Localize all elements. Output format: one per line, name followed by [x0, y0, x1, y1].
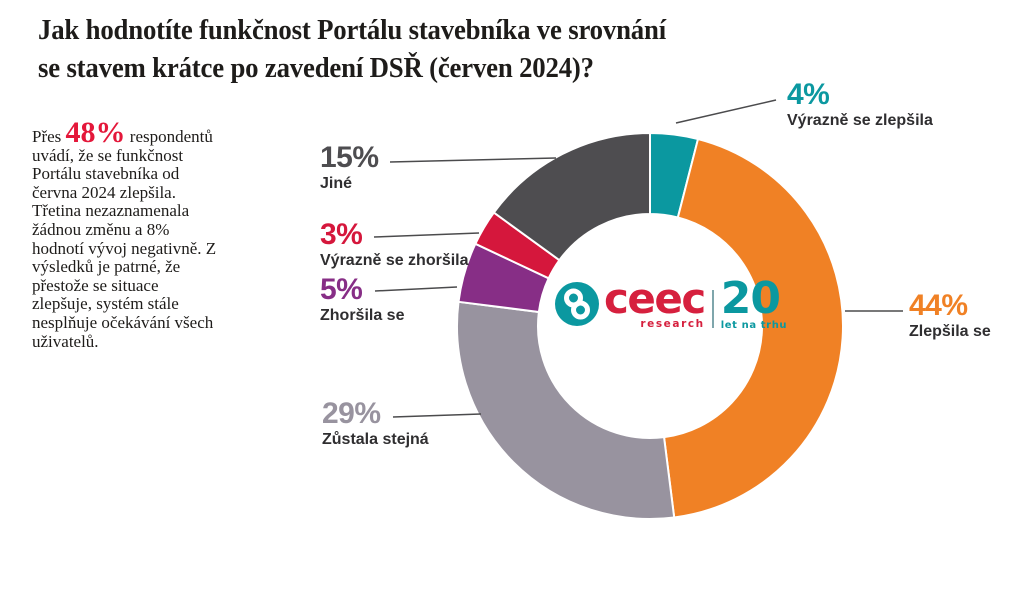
ceec-logo-icon [554, 281, 600, 332]
highlight-percentage: 48% [65, 116, 126, 149]
callout-zhorsila-se: 5% Zhoršila se [320, 275, 404, 325]
logo-divider [711, 289, 714, 328]
percent-label: Výrazně se zhoršila [320, 252, 469, 269]
page-title-line2: se stavem krátce po zavedení DSŘ (červen… [38, 52, 594, 84]
logo-brand-block: ceec research [604, 274, 706, 330]
percent-label: Zůstala stejná [322, 431, 429, 448]
percent-value: 4% [787, 78, 830, 111]
callout-zustala-stejna: 29% Zůstala stejná [322, 399, 429, 449]
intro-pre: Přes [32, 127, 62, 146]
callout-vyrazne-se-zlepsila: 4% Výrazně se zlepšila [787, 80, 933, 130]
percent-value: 15% [320, 141, 379, 174]
intro-text: Přes 48% respondentů uvádí, že se funkčn… [32, 118, 222, 351]
logo-brand-subtext: research [640, 317, 705, 330]
leader-line-vyrazne-zhorsila [373, 232, 480, 238]
page-title-line1: Jak hodnotíte funkčnost Portálu stavební… [38, 15, 666, 46]
percent-label: Zhoršila se [320, 307, 405, 324]
logo-year-block: 20 let na trhu [720, 273, 788, 331]
ceec-logo: ceec research 20 let na trhu [554, 273, 788, 332]
logo-anniversary-subtext: let na trhu [720, 319, 788, 331]
donut-segment-2 [456, 300, 676, 520]
leader-line-zhorsila [374, 286, 458, 292]
intro-post: respondentů uvádí, že se funkčnost Portá… [32, 127, 217, 351]
donut-segment-5 [492, 131, 651, 262]
callout-zlepsila-se: 44% Zlepšila se [909, 291, 991, 341]
percent-value: 44% [909, 289, 968, 322]
logo-anniversary-number: 20 [720, 273, 781, 325]
leader-line-vyrazne-zlepsila [675, 99, 777, 124]
leader-line-jine [389, 157, 557, 163]
percent-label: Jiné [320, 175, 353, 192]
percent-label: Výrazně se zlepšila [787, 112, 933, 129]
leader-lines [373, 99, 903, 418]
percent-value: 29% [322, 397, 381, 430]
page-title: Jak hodnotíte funkčnost Portálu stavební… [38, 12, 666, 87]
donut-segment-1 [662, 137, 844, 519]
leader-line-zustala [392, 413, 482, 418]
callout-jine: 15% Jiné [320, 143, 379, 193]
callout-vyrazne-se-zhorsila: 3% Výrazně se zhoršila [320, 220, 469, 270]
percent-label: Zlepšila se [909, 323, 991, 340]
percent-value: 5% [320, 273, 363, 306]
percent-value: 3% [320, 218, 363, 251]
logo-brand-text: ceec [604, 274, 706, 324]
